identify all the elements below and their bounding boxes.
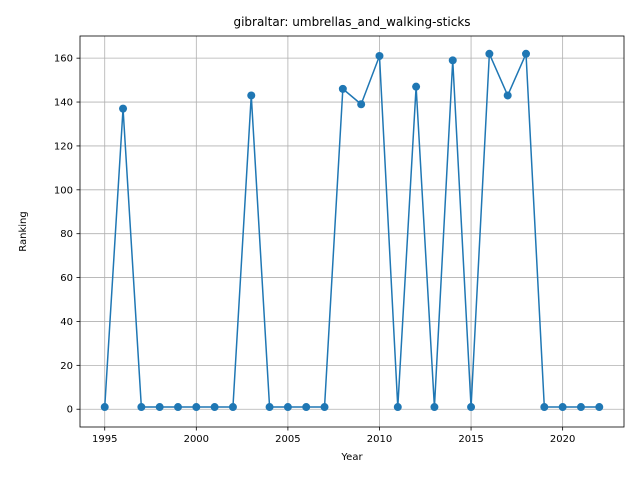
data-point (210, 403, 219, 412)
x-axis-ticks: 1995 2000 2005 2010 2015 2020 (92, 427, 575, 445)
data-point (228, 403, 237, 412)
data-point (393, 403, 402, 412)
data-series (100, 49, 604, 412)
y-tick-label: 0 (67, 405, 73, 416)
data-point (302, 403, 311, 412)
x-axis-label: Year (340, 452, 363, 463)
data-point (192, 403, 201, 412)
grid-lines (80, 36, 624, 427)
data-point (576, 403, 585, 412)
data-point (540, 403, 549, 412)
y-tick-label: 40 (60, 317, 73, 328)
data-point (430, 403, 439, 412)
data-point (448, 56, 457, 65)
y-tick-label: 60 (60, 273, 73, 284)
data-point (320, 403, 329, 412)
y-tick-label: 80 (60, 229, 73, 240)
data-point (100, 403, 109, 412)
data-point (265, 403, 274, 412)
data-point (283, 403, 292, 412)
data-point (155, 403, 164, 412)
y-axis-ticks: 0 20 40 60 80 100 120 140 160 (54, 54, 80, 416)
data-point (467, 403, 476, 412)
y-tick-label: 140 (54, 98, 73, 109)
data-point (595, 403, 604, 412)
x-tick-label: 2015 (458, 434, 483, 445)
y-tick-label: 120 (54, 141, 73, 152)
y-axis-label: Ranking (18, 211, 29, 251)
data-point (137, 403, 146, 412)
data-point (375, 51, 384, 60)
data-point (522, 49, 531, 58)
chart-title: gibraltar: umbrellas_and_walking-sticks (233, 15, 470, 29)
x-tick-label: 1995 (92, 434, 117, 445)
x-tick-label: 2020 (550, 434, 575, 445)
x-tick-label: 2000 (184, 434, 209, 445)
x-tick-label: 2010 (367, 434, 392, 445)
data-point (503, 91, 512, 100)
data-point (173, 403, 182, 412)
data-point (119, 104, 128, 113)
plot-frame (79, 35, 625, 428)
data-point (558, 403, 567, 412)
data-point (412, 82, 421, 91)
data-point (357, 100, 366, 109)
y-tick-label: 160 (54, 54, 73, 65)
data-point (247, 91, 256, 100)
x-tick-label: 2005 (275, 434, 300, 445)
data-point (338, 84, 347, 93)
data-point (485, 49, 494, 58)
y-tick-label: 20 (60, 361, 73, 372)
series-line (103, 53, 600, 408)
y-tick-label: 100 (54, 185, 73, 196)
